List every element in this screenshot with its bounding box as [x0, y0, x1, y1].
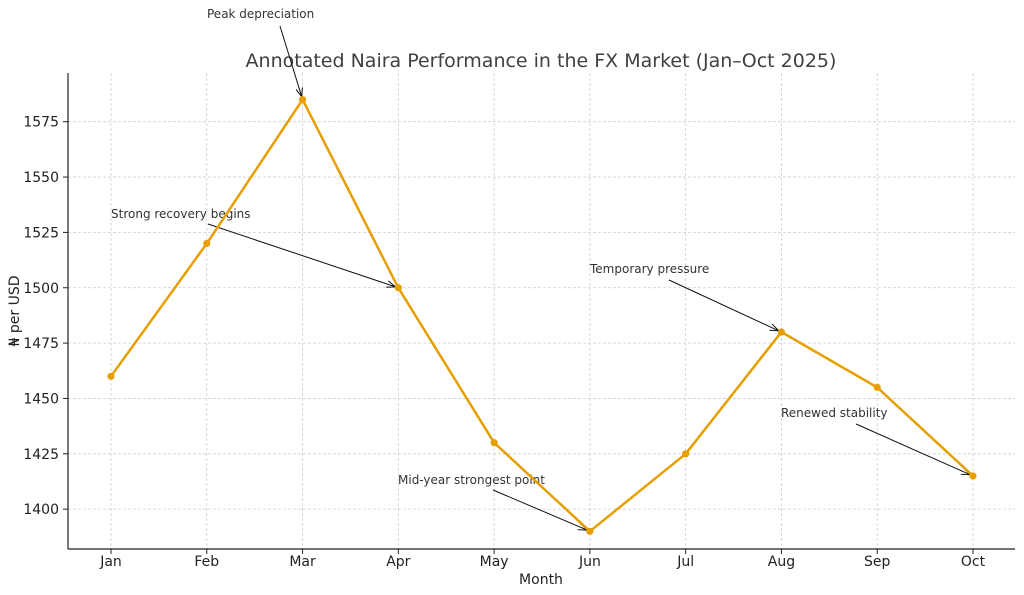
y-tick-label: 1525 — [23, 225, 59, 241]
data-point — [203, 239, 211, 248]
x-axis-label: Month — [519, 572, 563, 588]
data-point — [586, 527, 594, 535]
chart-title: Annotated Naira Performance in the FX Ma… — [246, 50, 837, 72]
y-tick-label: 1575 — [23, 115, 59, 131]
data-point — [298, 95, 307, 104]
data-point — [682, 450, 690, 458]
x-tick-label: Mar — [289, 554, 316, 570]
annotation-arrow — [668, 279, 778, 330]
x-tick-label: Jan — [99, 554, 122, 570]
data-point — [969, 472, 977, 480]
x-tick-label: Jun — [578, 554, 601, 570]
y-tick-label: 1450 — [23, 391, 59, 407]
data-point — [777, 328, 786, 336]
y-tick-label: 1400 — [23, 502, 59, 518]
annotation-label: Renewed stability — [781, 406, 888, 420]
data-point — [873, 383, 881, 391]
x-tick-label: Apr — [386, 554, 410, 570]
y-tick-label: 1550 — [23, 170, 59, 186]
annotation-arrow — [855, 423, 969, 474]
data-point — [490, 439, 498, 447]
y-axis-ticks: 1400 1425 1450 1475 1500 1525 1550 1575 — [23, 115, 68, 518]
annotation-label: Peak depreciation — [207, 7, 314, 21]
y-axis-label: ₦ per USD — [7, 276, 23, 347]
y-tick-label: 1500 — [23, 281, 59, 297]
annotations: Peak depreciation Strong recovery begins T… — [111, 7, 969, 530]
data-point — [107, 372, 115, 380]
series-line — [109, 98, 974, 533]
annotation-label: Strong recovery begins — [111, 207, 251, 221]
x-axis-ticks: Jan Feb Mar Apr May Jun Jul Aug Sep Oct — [99, 549, 986, 570]
x-tick-label: Sep — [864, 554, 891, 570]
x-tick-label: Oct — [961, 554, 986, 570]
y-tick-label: 1475 — [23, 336, 59, 352]
x-tick-label: Aug — [768, 554, 795, 570]
data-point — [394, 284, 402, 292]
x-tick-label: Feb — [194, 554, 219, 570]
x-tick-label: May — [480, 554, 509, 570]
data-points — [107, 95, 977, 535]
x-tick-label: Jul — [676, 554, 694, 570]
annotation-label: Mid-year strongest point — [398, 473, 545, 487]
annotation-arrow — [279, 25, 301, 96]
y-tick-label: 1425 — [23, 447, 59, 463]
annotation-arrow — [492, 489, 586, 530]
grid-lines — [68, 73, 1015, 549]
annotation-arrow — [207, 223, 395, 287]
annotation-label: Temporary pressure — [589, 262, 709, 276]
